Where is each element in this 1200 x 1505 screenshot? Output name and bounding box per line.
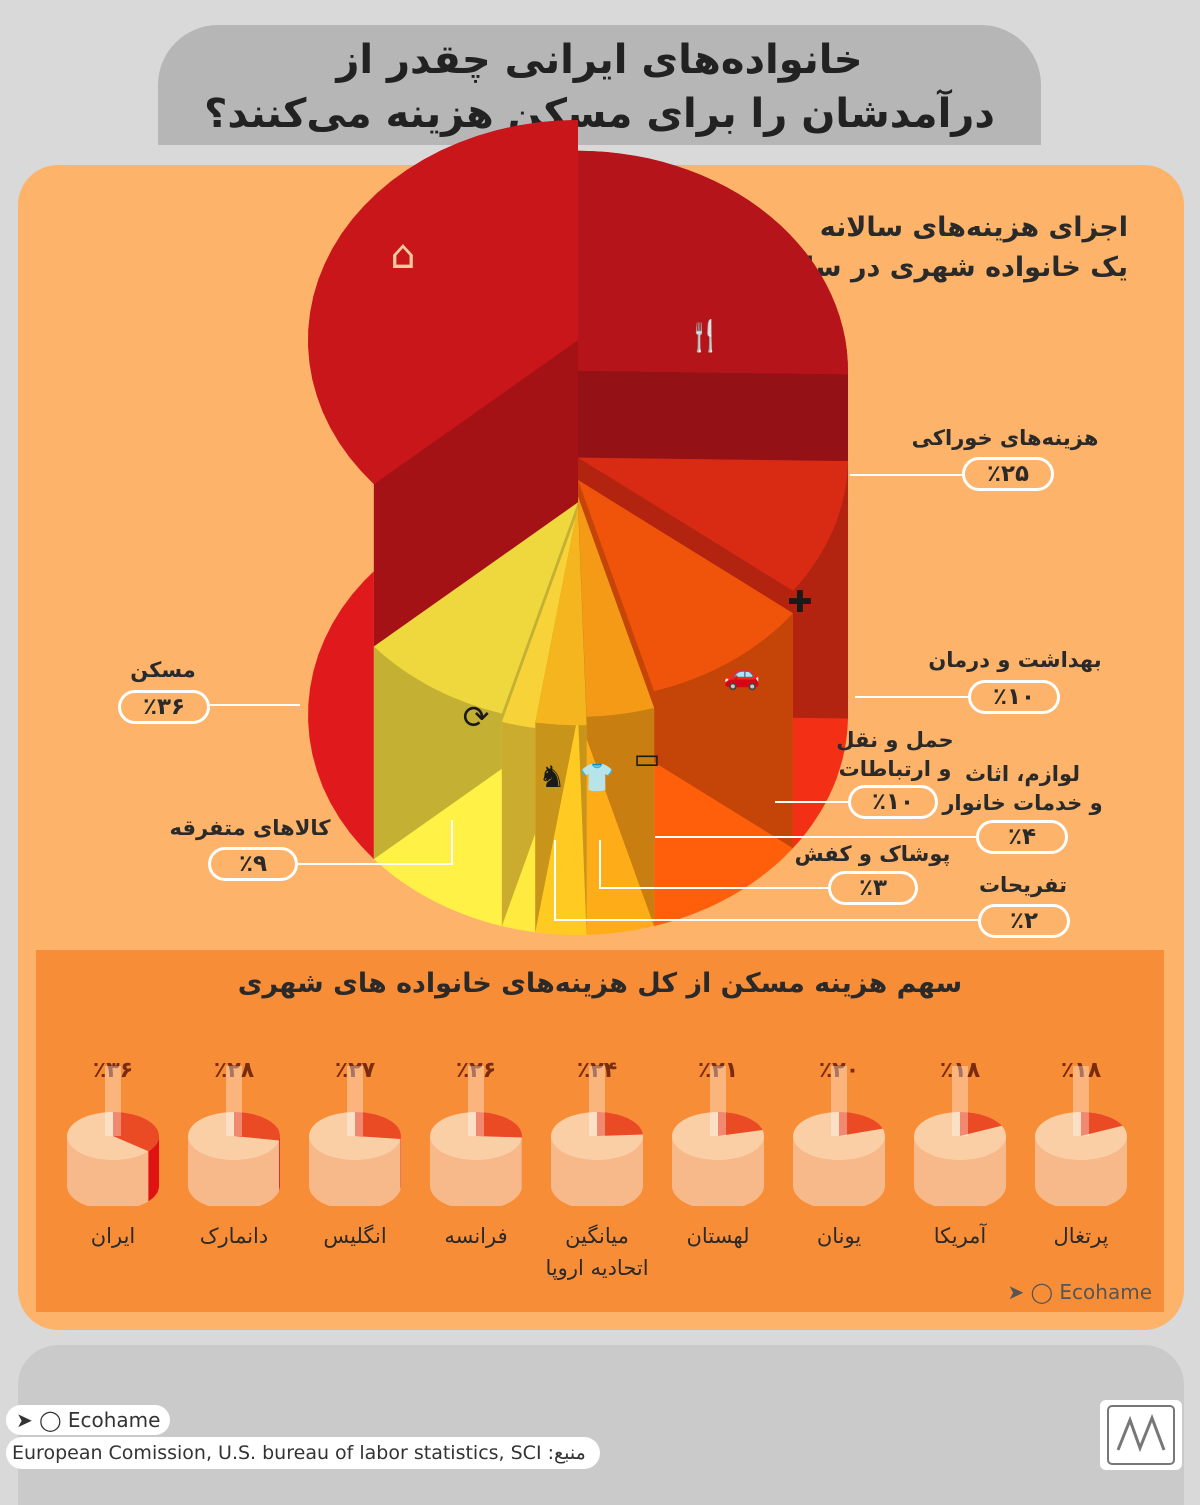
housing-cylinder: ٪۱۸ (1032, 1046, 1130, 1206)
label-furniture: لوازم، اثاث و خدمات خانوار (935, 760, 1110, 818)
country-label: آمریکا (890, 1220, 1030, 1252)
cylinder-graphic (790, 1046, 888, 1206)
housing-cylinder: ٪۳۶ (64, 1046, 162, 1206)
pct-food: ٪۲۵ (962, 457, 1054, 491)
cylinder-share-side (279, 1136, 280, 1191)
housing-cylinder: ٪۲۷ (306, 1046, 404, 1206)
country-name: دانمارک (164, 1220, 304, 1252)
refresh-icon: ⟳ (463, 698, 490, 736)
footer-band (18, 1345, 1184, 1505)
pct-furniture: ٪۴ (976, 820, 1068, 854)
cylinder-graphic (427, 1046, 525, 1206)
pct-health: ٪۱۰ (968, 680, 1060, 714)
pct-transport: ٪۱۰ (848, 785, 938, 819)
country-name: پرتغال (1011, 1220, 1151, 1252)
country-name: یونان (769, 1220, 909, 1252)
logo (1100, 1400, 1182, 1470)
brand-watermark: ➤ ◯ Ecohame (1008, 1280, 1152, 1304)
country-label: دانمارک (164, 1220, 304, 1252)
instagram-icon: ◯ (1031, 1280, 1053, 1304)
country-label: انگلیس (285, 1220, 425, 1252)
pct-clothing: ٪۳ (828, 871, 918, 905)
label-transport-line-1: حمل و نقل (830, 726, 960, 755)
housing-cylinder: ٪۲۰ (790, 1046, 888, 1206)
pct-housing: ٪۳۶ (118, 690, 210, 724)
label-health: بهداشت و درمان (920, 648, 1110, 672)
cylinder-graphic (911, 1046, 1009, 1206)
cylinder-graphic (1032, 1046, 1130, 1206)
car-icon: 🚗 (723, 657, 760, 692)
telegram-icon: ➤ (16, 1408, 33, 1432)
logo-mark (1100, 1400, 1182, 1470)
source-citation: European Comission, U.S. bureau of labor… (6, 1437, 600, 1469)
telegram-icon: ➤ (1008, 1280, 1025, 1304)
country-name: انگلیس (285, 1220, 425, 1252)
label-misc: کالاهای متفرقه (160, 816, 340, 840)
housing-cylinder: ٪۱۸ (911, 1046, 1009, 1206)
label-clothing: پوشاک و کفش (790, 842, 955, 866)
label-food: هزینه‌های خوراکی (905, 426, 1105, 450)
housing-cylinder: ٪۲۴ (548, 1046, 646, 1206)
country-name: ایران (43, 1220, 183, 1252)
label-furniture-line-1: لوازم، اثاث (935, 760, 1110, 789)
cylinder-graphic (669, 1046, 767, 1206)
cylinder-graphic (185, 1046, 283, 1206)
country-name: میانگین (527, 1220, 667, 1252)
country-name: آمریکا (890, 1220, 1030, 1252)
country-name-line-2: اتحادیه اروپا (527, 1252, 667, 1284)
cylinder-graphic (64, 1046, 162, 1206)
instagram-icon: ◯ (39, 1408, 61, 1432)
country-name: فرانسه (406, 1220, 546, 1252)
label-housing: مسکن (118, 658, 208, 682)
shirt-icon: 👕 (580, 761, 615, 794)
home-icon: ⌂ (390, 232, 415, 278)
country-name: لهستان (648, 1220, 788, 1252)
country-label: فرانسه (406, 1220, 546, 1252)
housing-cylinder: ٪۲۸ (185, 1046, 283, 1206)
pct-recreation: ٪۲ (978, 904, 1070, 938)
pct-misc: ٪۹ (208, 847, 298, 881)
cylinder-graphic (306, 1046, 404, 1206)
strip-title: سهم هزینه مسکن از کل هزینه‌های خانواده ه… (36, 968, 1164, 999)
footer-brand-name: Ecohame (68, 1408, 161, 1432)
label-recreation: تفریحات (968, 873, 1078, 897)
footer-brand[interactable]: ➤ ◯ Ecohame (6, 1405, 170, 1435)
sofa-icon: ▭ (634, 742, 660, 775)
horse-icon: ♞ (539, 760, 566, 795)
country-label: یونان (769, 1220, 909, 1252)
medical-icon: ✚ (787, 585, 812, 620)
brand-name: Ecohame (1059, 1280, 1152, 1304)
housing-cylinder: ٪۲۱ (669, 1046, 767, 1206)
country-label: پرتغال (1011, 1220, 1151, 1252)
label-furniture-line-2: و خدمات خانوار (935, 789, 1110, 818)
cylinder-graphic (548, 1046, 646, 1206)
food-icon: 🍴 (686, 318, 723, 354)
housing-cylinder: ٪۲۶ (427, 1046, 525, 1206)
country-label: لهستان (648, 1220, 788, 1252)
country-label: ایران (43, 1220, 183, 1252)
